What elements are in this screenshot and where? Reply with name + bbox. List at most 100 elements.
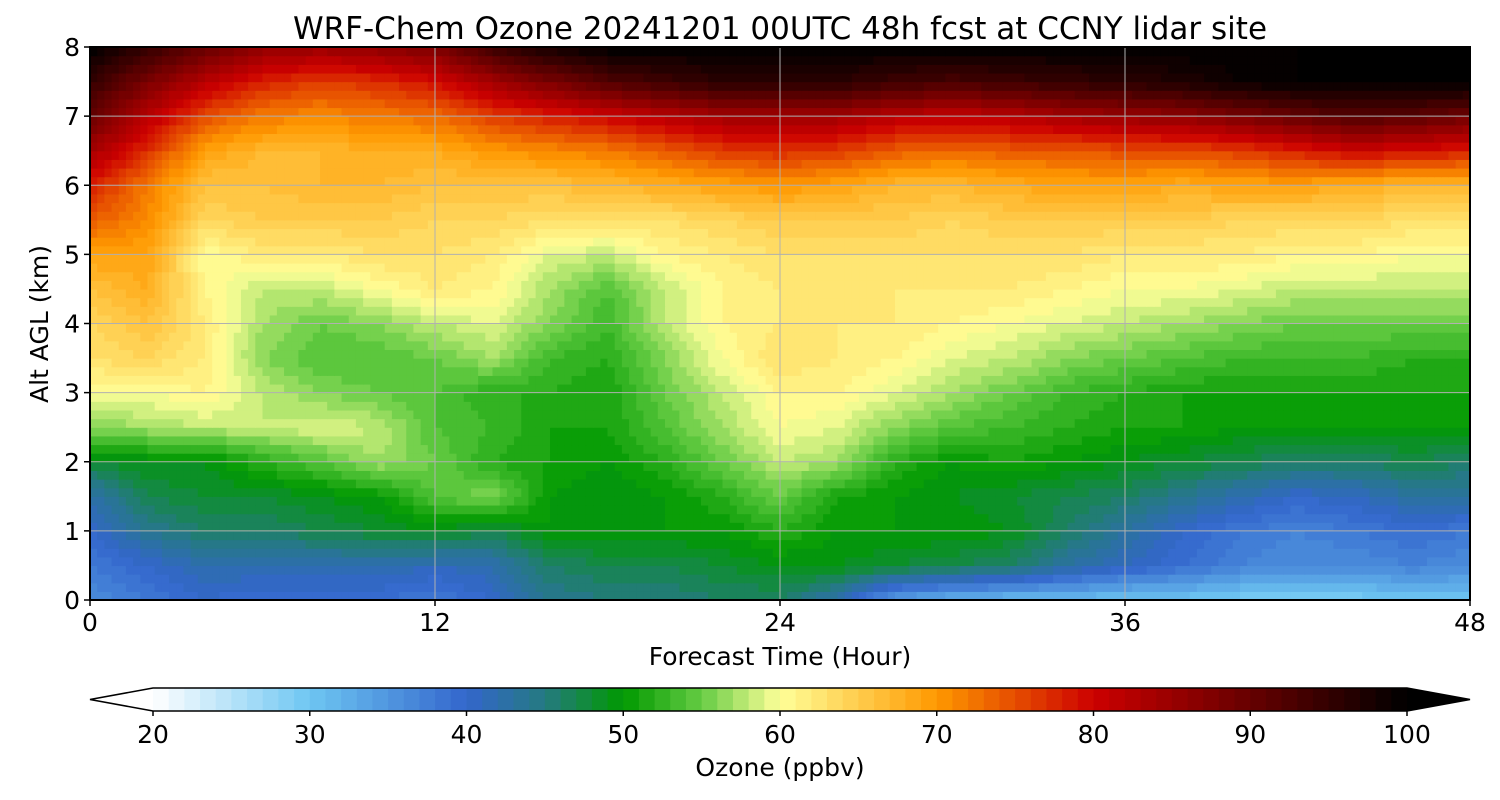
heatmap-cell bbox=[1319, 435, 1327, 446]
heatmap-cell bbox=[219, 574, 228, 584]
heatmap-cell bbox=[305, 556, 314, 567]
heatmap-cell bbox=[1175, 444, 1184, 454]
heatmap-cell bbox=[1247, 392, 1255, 402]
heatmap-cell bbox=[614, 556, 623, 567]
heatmap-cell bbox=[334, 461, 343, 471]
heatmap-cell bbox=[456, 574, 465, 584]
heatmap-cell bbox=[636, 530, 645, 541]
heatmap-cell bbox=[686, 556, 695, 567]
heatmap-cell bbox=[90, 591, 98, 600]
heatmap-cell bbox=[629, 530, 637, 541]
heatmap-cell bbox=[693, 461, 702, 471]
heatmap-cell bbox=[514, 565, 522, 575]
heatmap-cell bbox=[995, 556, 1004, 567]
heatmap-cell bbox=[197, 401, 206, 411]
heatmap-cell bbox=[1297, 383, 1306, 394]
heatmap-cell bbox=[895, 427, 903, 437]
heatmap-cell bbox=[1283, 383, 1291, 394]
heatmap-cell bbox=[923, 504, 932, 515]
heatmap-cell bbox=[1038, 556, 1047, 567]
heatmap-cell bbox=[1053, 435, 1061, 446]
heatmap-cell bbox=[341, 574, 350, 584]
heatmap-cell bbox=[1232, 522, 1241, 532]
heatmap-cell bbox=[981, 530, 990, 541]
heatmap-cell bbox=[1081, 418, 1090, 428]
heatmap-cell bbox=[463, 565, 472, 575]
heatmap-cell bbox=[859, 530, 867, 541]
heatmap-cell bbox=[514, 444, 522, 454]
heatmap-cell bbox=[873, 504, 882, 515]
heatmap-cell bbox=[550, 470, 558, 480]
heatmap-cell bbox=[1462, 479, 1470, 489]
heatmap-cell bbox=[140, 574, 149, 584]
heatmap-cell bbox=[1175, 461, 1184, 471]
heatmap-cell bbox=[1311, 513, 1320, 523]
heatmap-cell bbox=[1455, 470, 1464, 480]
heatmap-cell bbox=[305, 591, 314, 600]
heatmap-cell bbox=[1117, 504, 1126, 515]
heatmap-cell bbox=[1031, 444, 1040, 454]
heatmap-cell bbox=[463, 453, 472, 463]
heatmap-cell bbox=[499, 401, 508, 411]
heatmap-cell bbox=[629, 470, 637, 480]
heatmap-cell bbox=[895, 574, 903, 584]
heatmap-cell bbox=[363, 565, 371, 575]
heatmap-cell bbox=[686, 487, 695, 497]
heatmap-cell bbox=[1405, 513, 1414, 523]
heatmap-cell bbox=[1297, 470, 1306, 480]
heatmap-cell bbox=[1096, 504, 1105, 515]
heatmap-cell bbox=[1268, 496, 1277, 506]
heatmap-cell bbox=[693, 392, 702, 402]
heatmap-cell bbox=[492, 530, 501, 541]
heatmap-cell bbox=[679, 565, 688, 575]
heatmap-cell bbox=[866, 513, 875, 523]
heatmap-cell bbox=[1081, 574, 1090, 584]
heatmap-cell bbox=[478, 539, 486, 549]
heatmap-cell bbox=[1067, 556, 1076, 567]
heatmap-cell bbox=[1412, 582, 1421, 592]
heatmap-cell bbox=[348, 530, 357, 541]
heatmap-cell bbox=[363, 409, 371, 420]
heatmap-cell bbox=[679, 453, 688, 463]
heatmap-cell bbox=[111, 591, 120, 600]
heatmap-cell bbox=[1153, 565, 1162, 575]
heatmap-cell bbox=[1067, 487, 1076, 497]
heatmap-cell bbox=[1412, 409, 1421, 420]
heatmap-cell bbox=[823, 444, 831, 454]
heatmap-cell bbox=[413, 383, 422, 394]
heatmap-cell bbox=[1211, 418, 1220, 428]
heatmap-cell bbox=[305, 375, 314, 385]
heatmap-cell bbox=[1426, 461, 1435, 471]
heatmap-cell bbox=[514, 522, 522, 532]
heatmap-cell bbox=[1419, 418, 1428, 428]
heatmap-cell bbox=[758, 574, 767, 584]
heatmap-cell bbox=[1211, 392, 1220, 402]
heatmap-cell bbox=[521, 513, 530, 523]
heatmap-cell bbox=[1211, 444, 1220, 454]
heatmap-cell bbox=[1455, 496, 1464, 506]
heatmap-cell bbox=[341, 556, 350, 567]
heatmap-cell bbox=[780, 565, 788, 575]
heatmap-cell bbox=[873, 548, 882, 558]
heatmap-cell bbox=[772, 522, 781, 532]
heatmap-cell bbox=[291, 479, 300, 489]
heatmap-cell bbox=[1189, 513, 1198, 523]
heatmap-cell bbox=[1218, 591, 1227, 600]
heatmap-cell bbox=[111, 470, 120, 480]
heatmap-cell bbox=[1146, 530, 1155, 541]
heatmap-cell bbox=[1182, 530, 1191, 541]
heatmap-cell bbox=[938, 401, 946, 411]
heatmap-cell bbox=[1333, 591, 1342, 600]
heatmap-cell bbox=[535, 591, 544, 600]
heatmap-cell bbox=[1117, 582, 1126, 592]
heatmap-cell bbox=[370, 530, 379, 541]
heatmap-cell bbox=[1189, 548, 1198, 558]
heatmap-cell bbox=[1405, 522, 1414, 532]
heatmap-cell bbox=[1132, 522, 1140, 532]
heatmap-cell bbox=[118, 539, 127, 549]
heatmap-cell bbox=[449, 504, 458, 515]
heatmap-cell bbox=[1419, 504, 1428, 515]
heatmap-cell bbox=[923, 496, 932, 506]
heatmap-cell bbox=[1204, 427, 1212, 437]
heatmap-cell bbox=[449, 444, 458, 454]
